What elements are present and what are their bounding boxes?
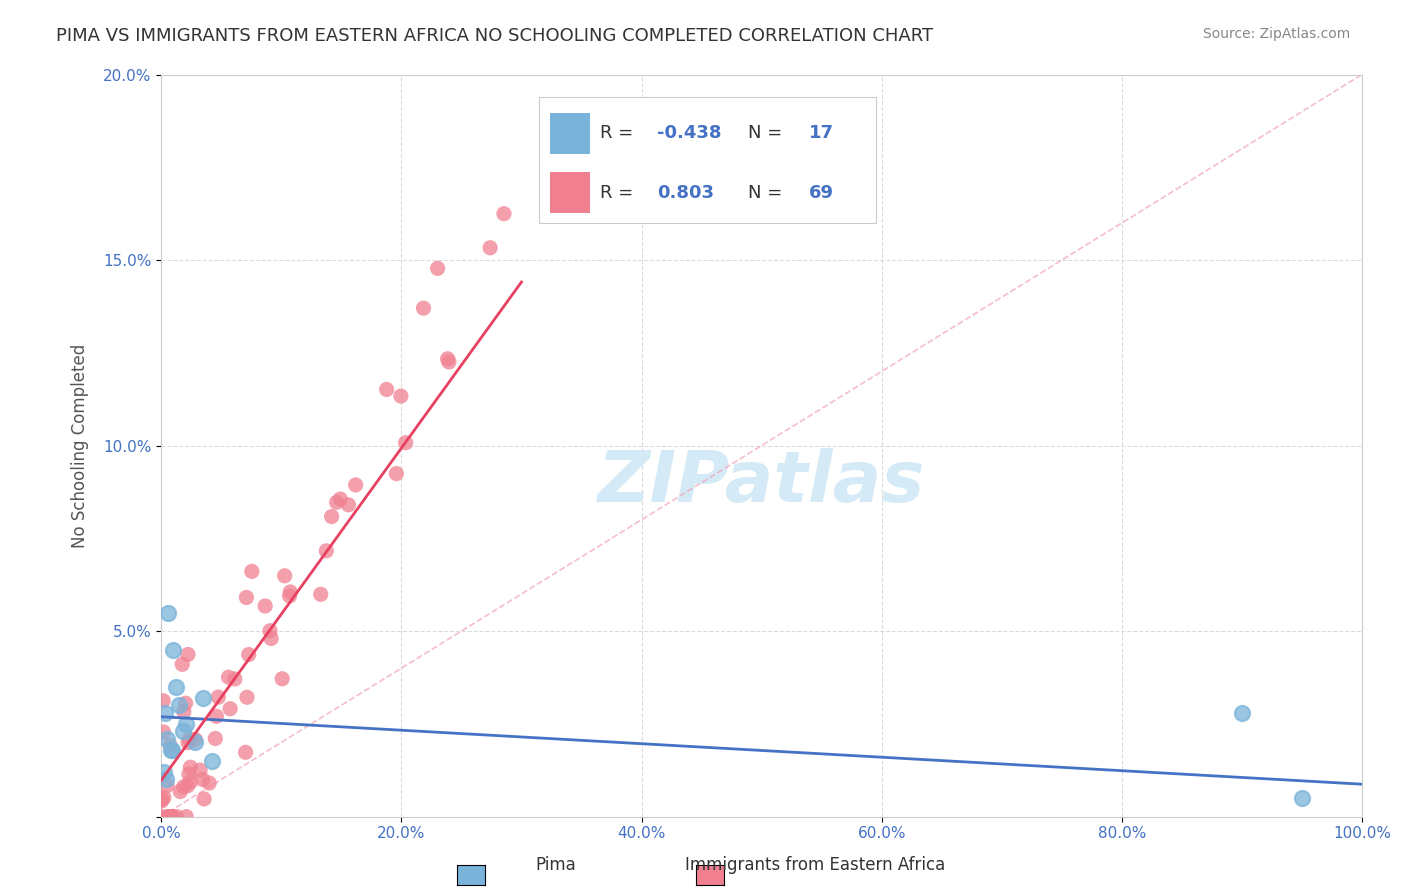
Point bbox=[162, 642, 184, 657]
Point bbox=[205, 709, 228, 723]
Point bbox=[169, 784, 191, 798]
Point bbox=[436, 351, 458, 366]
Text: ZIPatlas: ZIPatlas bbox=[598, 448, 925, 517]
Point bbox=[152, 765, 174, 780]
Point bbox=[191, 772, 214, 787]
Point bbox=[207, 690, 229, 705]
Point bbox=[152, 694, 174, 708]
Point bbox=[278, 585, 301, 599]
Point bbox=[426, 261, 449, 276]
Point bbox=[177, 767, 200, 781]
Text: Pima: Pima bbox=[536, 856, 575, 874]
Point bbox=[1291, 791, 1313, 805]
Point bbox=[160, 809, 183, 823]
Point bbox=[260, 632, 283, 646]
Point bbox=[375, 383, 398, 397]
Point bbox=[184, 732, 207, 747]
Point bbox=[271, 672, 294, 686]
Point bbox=[150, 792, 173, 806]
Point bbox=[254, 599, 277, 613]
Point bbox=[176, 779, 198, 793]
Text: Source: ZipAtlas.com: Source: ZipAtlas.com bbox=[1202, 27, 1350, 41]
Point bbox=[344, 478, 367, 492]
Point bbox=[385, 467, 408, 481]
Point bbox=[240, 565, 263, 579]
Point bbox=[329, 491, 352, 506]
Point bbox=[156, 731, 179, 746]
Point bbox=[153, 706, 176, 720]
Point bbox=[153, 790, 176, 805]
Point bbox=[174, 696, 197, 710]
Point bbox=[157, 809, 180, 823]
Point bbox=[389, 389, 412, 403]
Point bbox=[193, 690, 215, 705]
Point bbox=[1230, 706, 1253, 720]
Point bbox=[152, 725, 174, 739]
Point bbox=[395, 435, 418, 450]
Point bbox=[177, 736, 200, 750]
Point bbox=[166, 809, 188, 823]
Point bbox=[437, 355, 460, 369]
Point bbox=[167, 698, 190, 713]
Point bbox=[177, 648, 200, 662]
Point bbox=[412, 301, 434, 315]
Point bbox=[273, 569, 295, 583]
Point bbox=[176, 716, 198, 731]
Point bbox=[218, 670, 240, 684]
Point bbox=[179, 732, 201, 747]
Point bbox=[173, 705, 195, 719]
Text: Immigrants from Eastern Africa: Immigrants from Eastern Africa bbox=[685, 856, 946, 874]
Point bbox=[193, 792, 215, 806]
Point bbox=[204, 731, 226, 746]
Point bbox=[165, 680, 187, 694]
Point bbox=[259, 624, 281, 638]
Point bbox=[162, 809, 184, 823]
Point bbox=[325, 495, 347, 509]
Point bbox=[315, 544, 337, 558]
Point bbox=[188, 763, 211, 777]
Point bbox=[198, 776, 221, 790]
Point bbox=[224, 672, 246, 686]
Point bbox=[160, 743, 183, 757]
Point bbox=[159, 809, 181, 823]
Point bbox=[150, 809, 173, 823]
Point bbox=[492, 207, 515, 221]
Point bbox=[157, 606, 180, 620]
Point bbox=[174, 809, 197, 823]
Point bbox=[172, 724, 194, 739]
Point bbox=[235, 591, 257, 605]
Point bbox=[479, 241, 502, 255]
Y-axis label: No Schooling Completed: No Schooling Completed bbox=[72, 343, 89, 548]
Text: PIMA VS IMMIGRANTS FROM EASTERN AFRICA NO SCHOOLING COMPLETED CORRELATION CHART: PIMA VS IMMIGRANTS FROM EASTERN AFRICA N… bbox=[56, 27, 934, 45]
Point bbox=[201, 754, 224, 768]
Point bbox=[159, 809, 181, 823]
Point bbox=[159, 739, 181, 753]
Point bbox=[156, 779, 179, 793]
Point bbox=[172, 657, 194, 672]
Point bbox=[156, 809, 179, 823]
Point bbox=[150, 794, 173, 808]
Point bbox=[337, 498, 360, 512]
Point bbox=[155, 772, 177, 787]
Point bbox=[235, 745, 257, 759]
Point bbox=[180, 775, 202, 789]
Point bbox=[160, 743, 183, 757]
Point bbox=[159, 809, 181, 823]
Point bbox=[219, 701, 242, 715]
Point bbox=[173, 780, 195, 794]
Point bbox=[309, 587, 332, 601]
Point bbox=[278, 589, 301, 603]
Point bbox=[238, 648, 260, 662]
Point bbox=[179, 760, 201, 774]
Point bbox=[236, 690, 259, 705]
Point bbox=[321, 509, 343, 524]
Point bbox=[184, 735, 207, 749]
